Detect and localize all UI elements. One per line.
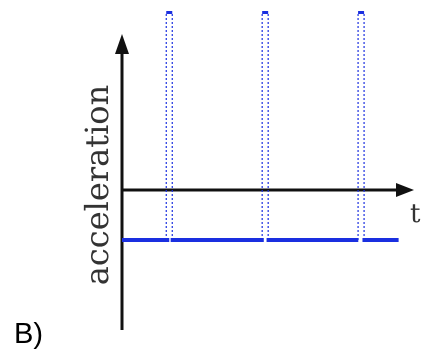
impulse-cap-1 [166, 11, 173, 14]
option-label: B) [14, 318, 43, 350]
acceleration-series [122, 11, 399, 242]
x-axis-arrowhead [396, 183, 414, 197]
impulse-cap-3 [358, 11, 365, 14]
y-axis-arrowhead [115, 34, 129, 54]
impulse-cap-2 [262, 11, 269, 14]
axes [115, 34, 414, 330]
x-axis-label: t [410, 199, 421, 229]
y-axis-label: acceleration [78, 85, 116, 285]
